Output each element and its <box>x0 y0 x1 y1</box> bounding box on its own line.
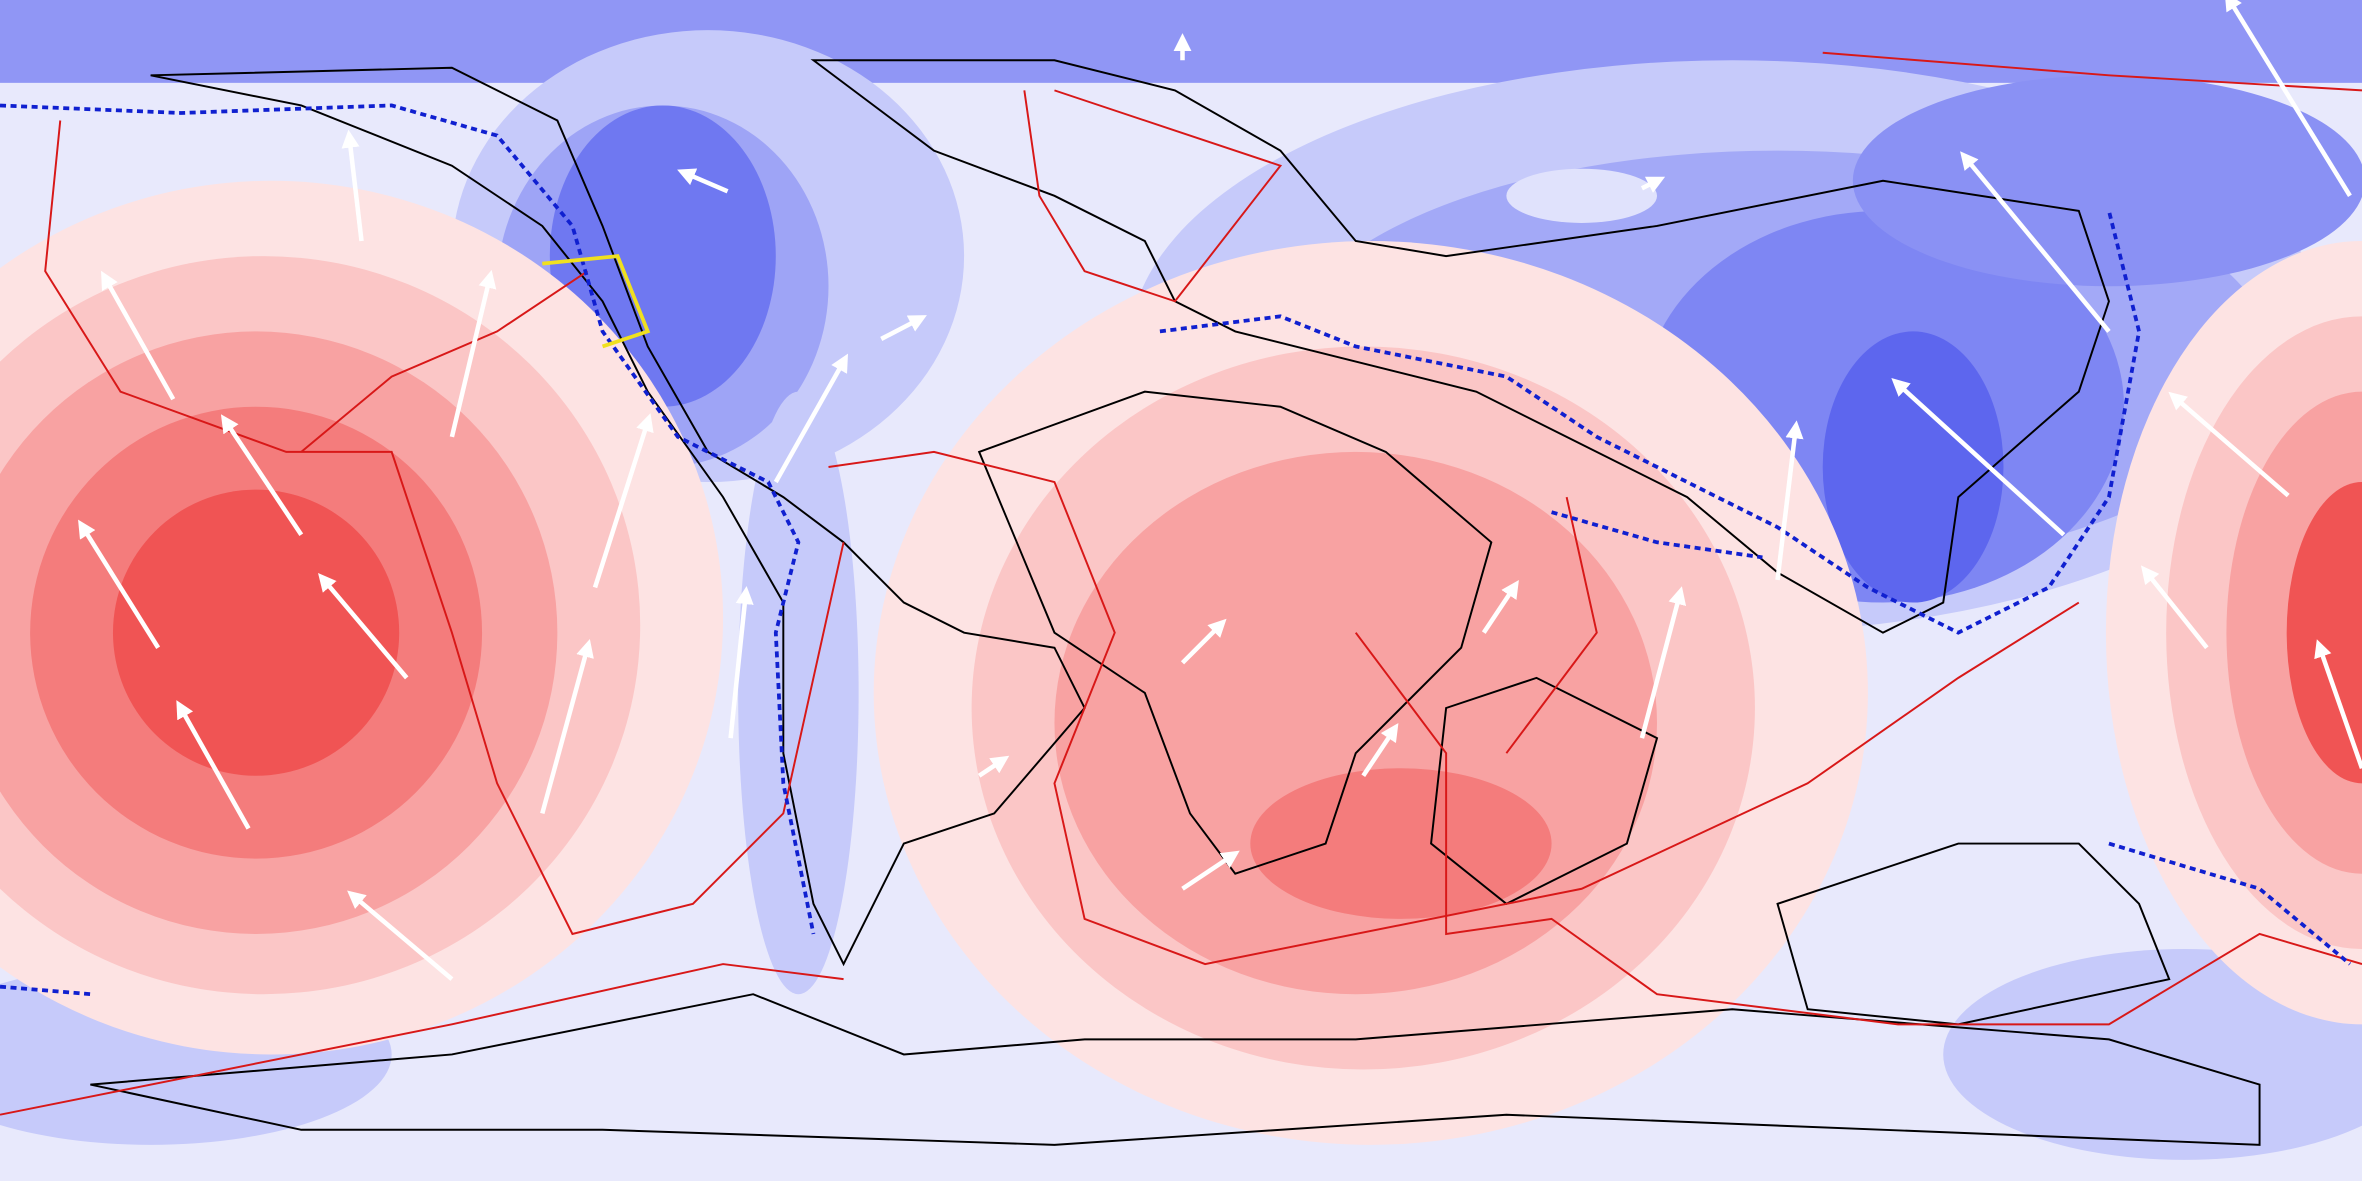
ridge-segment <box>542 254 651 349</box>
high-africa <box>873 241 1868 1145</box>
velocity-arrows <box>78 0 2362 981</box>
plate-boundaries <box>0 51 2362 1116</box>
high-pacific <box>0 180 723 1055</box>
subduction-zones <box>0 103 2352 997</box>
